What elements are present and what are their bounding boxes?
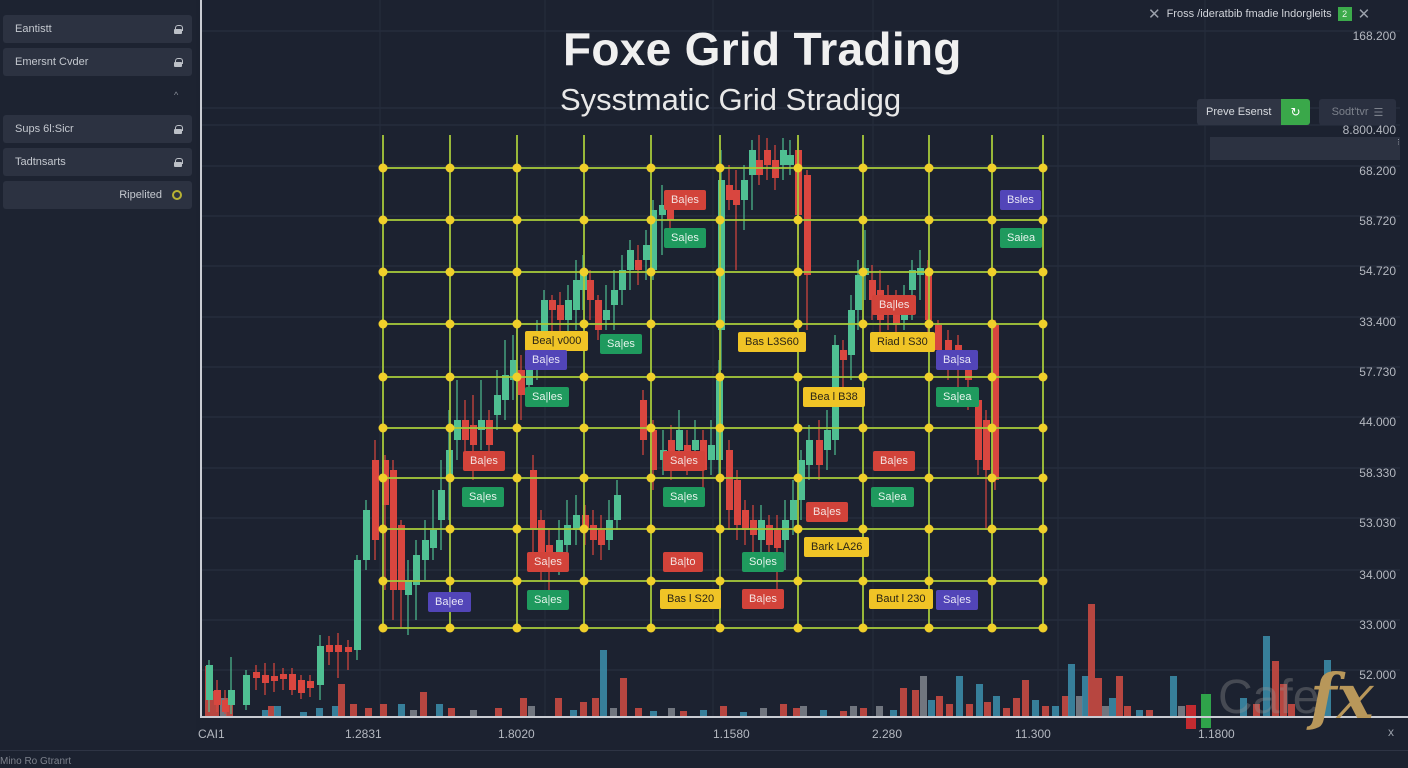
order-tag[interactable]: Sa|es	[936, 590, 978, 610]
order-tag[interactable]: Bea| v000	[525, 331, 589, 351]
x-axis-tick-label: 1.1800	[1198, 727, 1235, 741]
preview-button-label: Preve Esenst	[1206, 106, 1272, 118]
y-axis-tick-label: 53.030	[1359, 516, 1396, 530]
collapse-caret-icon[interactable]: ^	[174, 90, 179, 100]
order-tag[interactable]: Baut l 230	[869, 589, 933, 609]
order-tag[interactable]: Ba|es	[525, 350, 567, 370]
y-axis-tick-label: 68.200	[1359, 164, 1396, 178]
y-axis-tick-label: 44.000	[1359, 415, 1396, 429]
order-tag[interactable]: Ba|sa	[936, 350, 978, 370]
order-tag[interactable]: Ba|es	[742, 589, 784, 609]
y-axis-tick-label: 34.000	[1359, 568, 1396, 582]
order-tag[interactable]: Riad l S30	[870, 332, 935, 352]
chart-y-axis-line	[200, 0, 202, 718]
order-tag[interactable]: Bea l B38	[803, 387, 865, 407]
order-tag[interactable]: Sa|es	[527, 590, 569, 610]
y-axis-tick-label: 168.200	[1352, 29, 1396, 43]
refresh-icon: ↻	[1281, 99, 1310, 125]
brand-logo-fx: fx	[1310, 660, 1374, 733]
order-tag[interactable]: Ba|es	[664, 190, 706, 210]
footer-divider	[0, 750, 1408, 751]
order-tag[interactable]: Sa|les	[525, 387, 570, 407]
order-tag[interactable]: Sa|es	[663, 451, 705, 471]
notice-text: Fross /ideratbib fmadie lndorgleits	[1166, 8, 1332, 20]
order-tag[interactable]: Ba|es	[806, 502, 848, 522]
chart-subtitle: Sysstmatic Grid Stradigg	[560, 82, 902, 117]
sidebar-item-4[interactable]: Ripelited	[3, 181, 192, 209]
chart-x-axis-line	[200, 716, 1408, 718]
sidebar-item-2[interactable]: Sups 6l:Sicr	[3, 115, 192, 143]
order-tag[interactable]: Ba|es	[873, 451, 915, 471]
y-axis-tick-label: 33.000	[1359, 618, 1396, 632]
sidebar-item-label: Sups 6l:Sicr	[15, 123, 74, 135]
close-icon[interactable]: x	[1388, 725, 1394, 739]
sort-button[interactable]: Sodt'tvr ☰	[1319, 99, 1396, 125]
sidebar-item-label: Ripelited	[119, 189, 162, 201]
order-tag[interactable]: Bas L3S60	[738, 332, 806, 352]
lock-icon	[174, 57, 183, 67]
order-tag[interactable]: Ba|les	[872, 295, 917, 315]
slider-handle-icon[interactable]: ⋮	[1395, 139, 1402, 146]
close-icon[interactable]: ✕	[1148, 6, 1161, 23]
order-tag[interactable]: Bas l S20	[660, 589, 722, 609]
y-axis-tick-label: 58.330	[1359, 466, 1396, 480]
preview-button[interactable]: Preve Esenst ↻	[1197, 99, 1310, 125]
sidebar-item-label: Emersnt Cvder	[15, 56, 89, 68]
ring-icon	[172, 190, 182, 200]
order-tag[interactable]: So|es	[742, 552, 784, 572]
chart-title: Foxe Grid Trading	[563, 23, 962, 75]
y-axis-tick-label: 57.730	[1359, 365, 1396, 379]
lock-icon	[174, 157, 183, 167]
y-axis-tick-label: 52.000	[1359, 668, 1396, 682]
footer-status-text: Mino Ro Gtranrt	[0, 756, 72, 767]
y-axis-tick-label: 58.720	[1359, 214, 1396, 228]
lock-icon	[174, 24, 183, 34]
sidebar-item-label: Eantistt	[15, 23, 52, 35]
notice-badge: 2	[1337, 7, 1352, 21]
order-tag[interactable]: Ba|ee	[428, 592, 471, 612]
y-axis-tick-label: 54.720	[1359, 264, 1396, 278]
order-tag[interactable]: Ba|to	[663, 552, 703, 572]
sidebar: Eantistt Emersnt Cvder ^ Sups 6l:Sicr Ta…	[0, 0, 196, 740]
order-tag[interactable]: Sa|es	[527, 552, 569, 572]
x-axis-tick-label: 1.2831	[345, 727, 382, 741]
x-axis-tick-label: 1.8020	[498, 727, 535, 741]
order-tag[interactable]: Sa|ea	[871, 487, 914, 507]
order-tag[interactable]: Sa|ea	[936, 387, 979, 407]
sort-button-label: Sodt'tvr	[1331, 106, 1369, 118]
x-axis-tick-label: 2.280	[872, 727, 903, 741]
order-tag[interactable]: Sa|es	[462, 487, 504, 507]
x-axis-tick-label: CAI1	[198, 727, 225, 741]
range-slider[interactable]	[1210, 137, 1400, 160]
order-tag[interactable]: Bark LA26	[804, 537, 870, 557]
lock-icon	[174, 124, 183, 134]
brand-logo-text: Cafe	[1218, 671, 1320, 724]
sidebar-item-0[interactable]: Eantistt	[3, 15, 192, 43]
order-tag[interactable]: Saiea	[1000, 228, 1043, 248]
x-axis-tick-label: 11.300	[1015, 727, 1051, 741]
notice-bar: ✕ Fross /ideratbib fmadie lndorgleits 2 …	[1148, 3, 1404, 25]
y-axis-tick-label: 8.800.400	[1342, 123, 1396, 137]
y-axis-tick-label: 33.400	[1359, 315, 1396, 329]
order-tag[interactable]: Bsles	[1000, 190, 1041, 210]
order-tag[interactable]: Sa|es	[600, 334, 642, 354]
menu-icon: ☰	[1373, 106, 1384, 119]
sidebar-item-label: Tadtnsarts	[15, 156, 66, 168]
x-axis-tick-label: 1.1580	[713, 727, 750, 741]
sidebar-item-1[interactable]: Emersnt Cvder	[3, 48, 192, 76]
order-tag[interactable]: Ba|es	[463, 451, 505, 471]
close-icon[interactable]: ✕	[1357, 6, 1371, 23]
sidebar-item-3[interactable]: Tadtnsarts	[3, 148, 192, 176]
order-tag[interactable]: Sa|es	[663, 487, 705, 507]
order-tag[interactable]: Sa|es	[664, 228, 706, 248]
